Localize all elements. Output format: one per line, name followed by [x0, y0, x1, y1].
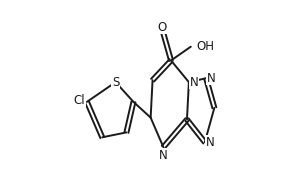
Text: S: S [112, 76, 119, 89]
Text: OH: OH [196, 40, 214, 53]
Text: O: O [158, 21, 167, 34]
Text: N: N [159, 149, 168, 162]
Text: N: N [207, 72, 216, 85]
Text: N: N [190, 76, 198, 89]
Text: N: N [206, 136, 214, 149]
Text: Cl: Cl [74, 94, 86, 107]
